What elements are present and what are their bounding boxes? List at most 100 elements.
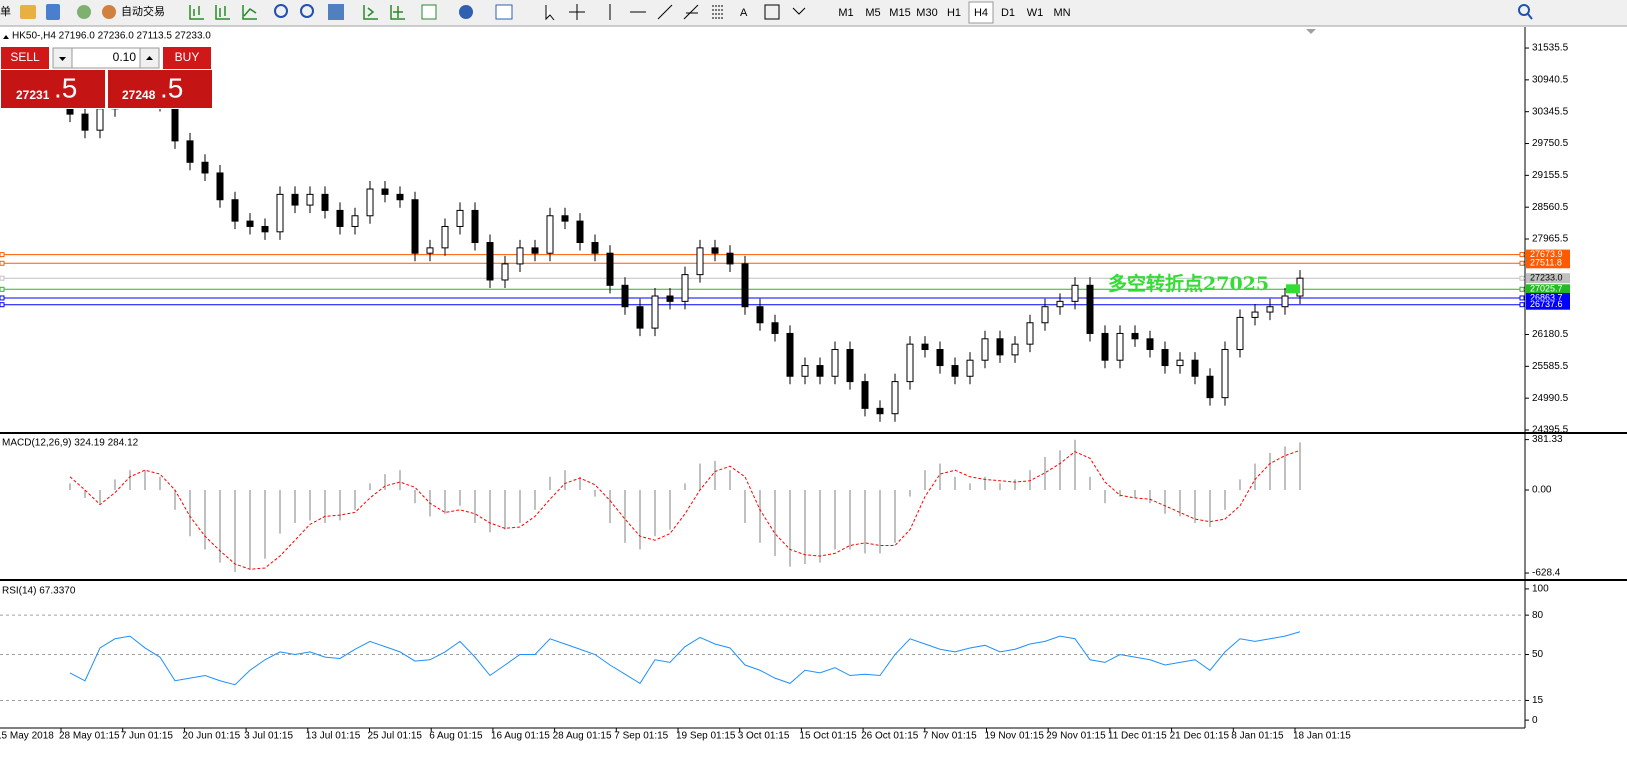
- candle-body: [276, 193, 284, 233]
- candle-body: [96, 108, 104, 131]
- icon-button[interactable]: [20, 5, 36, 19]
- template-button[interactable]: [495, 4, 513, 20]
- macd-bar: [279, 489, 281, 534]
- cursor-button[interactable]: [545, 5, 555, 21]
- macd-bar: [1149, 489, 1151, 504]
- x-tick-label: 25 Jul 01:15: [368, 731, 423, 742]
- candle-body: [486, 242, 494, 281]
- macd-bar: [159, 476, 161, 490]
- channel-button[interactable]: [683, 4, 699, 20]
- timeframe-button[interactable]: M5: [865, 7, 880, 19]
- macd-bar: [219, 489, 221, 563]
- auto-trade-icon[interactable]: [102, 5, 116, 19]
- macd-bar: [174, 489, 176, 510]
- crosshair-button[interactable]: [569, 4, 585, 20]
- timeframe-button[interactable]: D1: [1001, 7, 1015, 19]
- y-tick-label: 24395.5: [1532, 425, 1569, 436]
- rsi-line: [69, 631, 1301, 686]
- zoom-out-button[interactable]: [300, 4, 314, 18]
- ask-price[interactable]: 27248: [122, 88, 156, 102]
- macd-bar: [489, 489, 491, 533]
- x-tick-label: 7 Jun 01:15: [121, 731, 174, 742]
- candle-chart-button[interactable]: [215, 5, 230, 20]
- candle-body: [531, 247, 539, 254]
- macd-bar: [69, 483, 71, 490]
- candle-body: [1221, 349, 1229, 399]
- y-tick-label: 31535.5: [1532, 43, 1569, 54]
- bid-price[interactable]: 27231: [16, 88, 50, 102]
- macd-bar: [624, 489, 626, 543]
- macd-bar: [699, 463, 701, 490]
- y-tick-label: 29750.5: [1532, 138, 1569, 149]
- timeframe-button[interactable]: H1: [947, 7, 961, 19]
- timeframe-button[interactable]: M15: [889, 7, 910, 19]
- candle-body: [1071, 284, 1079, 302]
- timeframe-button[interactable]: W1: [1027, 7, 1044, 19]
- macd-bar: [1089, 476, 1091, 490]
- tile-button[interactable]: [328, 4, 344, 20]
- auto-trade-button[interactable]: 自动交易: [121, 4, 165, 18]
- buy-label[interactable]: BUY: [175, 50, 200, 64]
- sell-price-button[interactable]: [1, 70, 105, 108]
- macd-bar: [384, 474, 386, 490]
- trendline-button[interactable]: [657, 4, 673, 20]
- macd-bar: [534, 489, 536, 510]
- timeframe-button[interactable]: MN: [1053, 7, 1070, 19]
- macd-bar: [1284, 446, 1286, 490]
- menu-button[interactable]: 单: [0, 5, 11, 18]
- buy-price-button[interactable]: [108, 70, 212, 108]
- shift-button[interactable]: [363, 5, 378, 20]
- level-label: 27025.7: [1530, 284, 1563, 294]
- macd-bar: [1059, 450, 1061, 490]
- buy-button[interactable]: [163, 47, 211, 69]
- macd-title: MACD(12,26,9) 324.19 284.12: [2, 438, 139, 449]
- level-label-bg: [1526, 273, 1570, 284]
- candle-body: [381, 188, 389, 195]
- new-indicator-button[interactable]: [421, 4, 437, 20]
- bid-fraction[interactable]: .5: [54, 72, 77, 103]
- candle-body: [396, 193, 404, 201]
- candle-body: [786, 332, 794, 377]
- timeframe-button[interactable]: M1: [838, 7, 853, 19]
- level-marker: [1519, 302, 1525, 308]
- macd-bar: [579, 476, 581, 490]
- macd-bar: [399, 470, 401, 490]
- macd-bar: [414, 489, 416, 504]
- x-tick-label: 28 Aug 01:15: [553, 731, 612, 742]
- fibo-button[interactable]: [712, 5, 724, 19]
- macd-bar: [1014, 479, 1016, 490]
- macd-bar: [1239, 479, 1241, 490]
- search-button[interactable]: [1518, 4, 1530, 16]
- candle-body: [1086, 284, 1094, 334]
- macd-bar: [339, 489, 341, 521]
- timeframe-button[interactable]: M30: [916, 7, 937, 19]
- label-tool-button[interactable]: [764, 4, 780, 20]
- macd-bar: [894, 489, 896, 543]
- sell-button[interactable]: [1, 47, 49, 69]
- sell-label[interactable]: SELL: [10, 50, 40, 64]
- timeframe-button[interactable]: H4: [974, 7, 988, 19]
- candle-body: [246, 220, 254, 227]
- candle-body: [636, 306, 644, 329]
- lot-value[interactable]: 0.10: [113, 50, 137, 64]
- y-tick-label: 50: [1532, 649, 1544, 660]
- macd-bar: [924, 470, 926, 490]
- arrows-button[interactable]: [792, 7, 806, 15]
- icon-button[interactable]: [77, 5, 91, 19]
- text-tool-button[interactable]: A: [740, 7, 748, 19]
- zoom-in-button[interactable]: [274, 4, 288, 18]
- bar-chart-button[interactable]: [189, 5, 204, 20]
- macd-bar: [969, 483, 971, 490]
- level-marker: [0, 275, 5, 281]
- period-button[interactable]: [459, 5, 473, 19]
- ask-fraction[interactable]: .5: [160, 72, 183, 103]
- x-tick-label: 19 Nov 01:15: [985, 731, 1045, 742]
- macd-bar: [99, 489, 101, 504]
- line-chart-button[interactable]: [242, 5, 257, 20]
- y-tick-label: 30940.5: [1532, 75, 1569, 86]
- icon-button[interactable]: [46, 4, 60, 20]
- level-label-bg: [1526, 284, 1570, 295]
- x-tick-label: 28 May 01:15: [59, 731, 120, 742]
- autoscroll-button[interactable]: [390, 5, 405, 20]
